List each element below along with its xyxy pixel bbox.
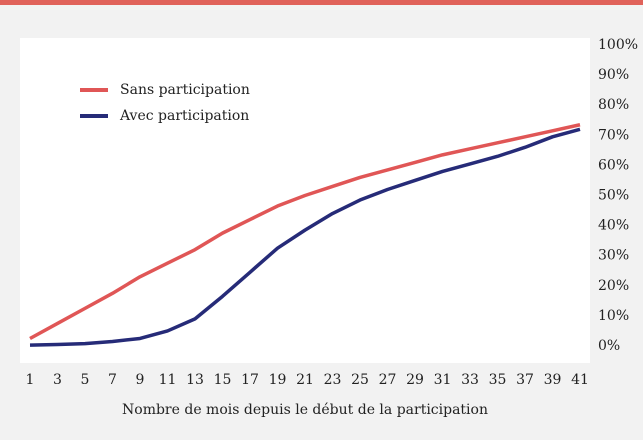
x-tick-label: 33 (461, 372, 479, 388)
y-tick-label: 20% (598, 278, 629, 294)
y-tick-label: 40% (598, 218, 629, 234)
x-tick-label: 17 (241, 372, 259, 388)
y-tick-label: 50% (598, 188, 629, 204)
y-tick-label: 0% (598, 338, 620, 354)
y-tick-label: 100% (598, 37, 638, 53)
x-tick-label: 15 (214, 372, 232, 388)
x-tick-label: 39 (544, 372, 562, 388)
x-tick-label: 37 (516, 372, 534, 388)
data-line (29, 127, 581, 347)
y-tick-label: 70% (598, 127, 629, 143)
y-tick-label: 10% (598, 308, 629, 324)
top-bar (0, 0, 643, 5)
x-tick-label: 27 (379, 372, 397, 388)
legend-label: Sans participation (120, 82, 250, 98)
x-tick-label: 23 (324, 372, 342, 388)
x-tick-label: 3 (53, 372, 62, 388)
x-tick-label: 41 (571, 372, 589, 388)
x-tick-label: 31 (434, 372, 452, 388)
x-tick-label: 25 (351, 372, 369, 388)
x-tick-label: 7 (108, 372, 117, 388)
y-tick-label: 60% (598, 157, 629, 173)
x-tick-label: 1 (26, 372, 35, 388)
x-tick-label: 35 (489, 372, 507, 388)
y-tick-label: 90% (598, 67, 629, 83)
y-tick-label: 30% (598, 248, 629, 264)
x-tick-label: 5 (81, 372, 90, 388)
x-tick-label: 19 (269, 372, 287, 388)
x-tick-label: 29 (406, 372, 424, 388)
x-axis-title: Nombre de mois depuis le début de la par… (122, 402, 488, 418)
x-tick-label: 9 (136, 372, 145, 388)
legend-label: Avec participation (119, 108, 249, 124)
plot-panel (20, 38, 590, 363)
y-tick-label: 80% (598, 97, 629, 113)
x-tick-label: 13 (186, 372, 204, 388)
x-tick-label: 11 (159, 372, 177, 388)
x-tick-label: 21 (296, 372, 314, 388)
data-line (29, 123, 581, 341)
